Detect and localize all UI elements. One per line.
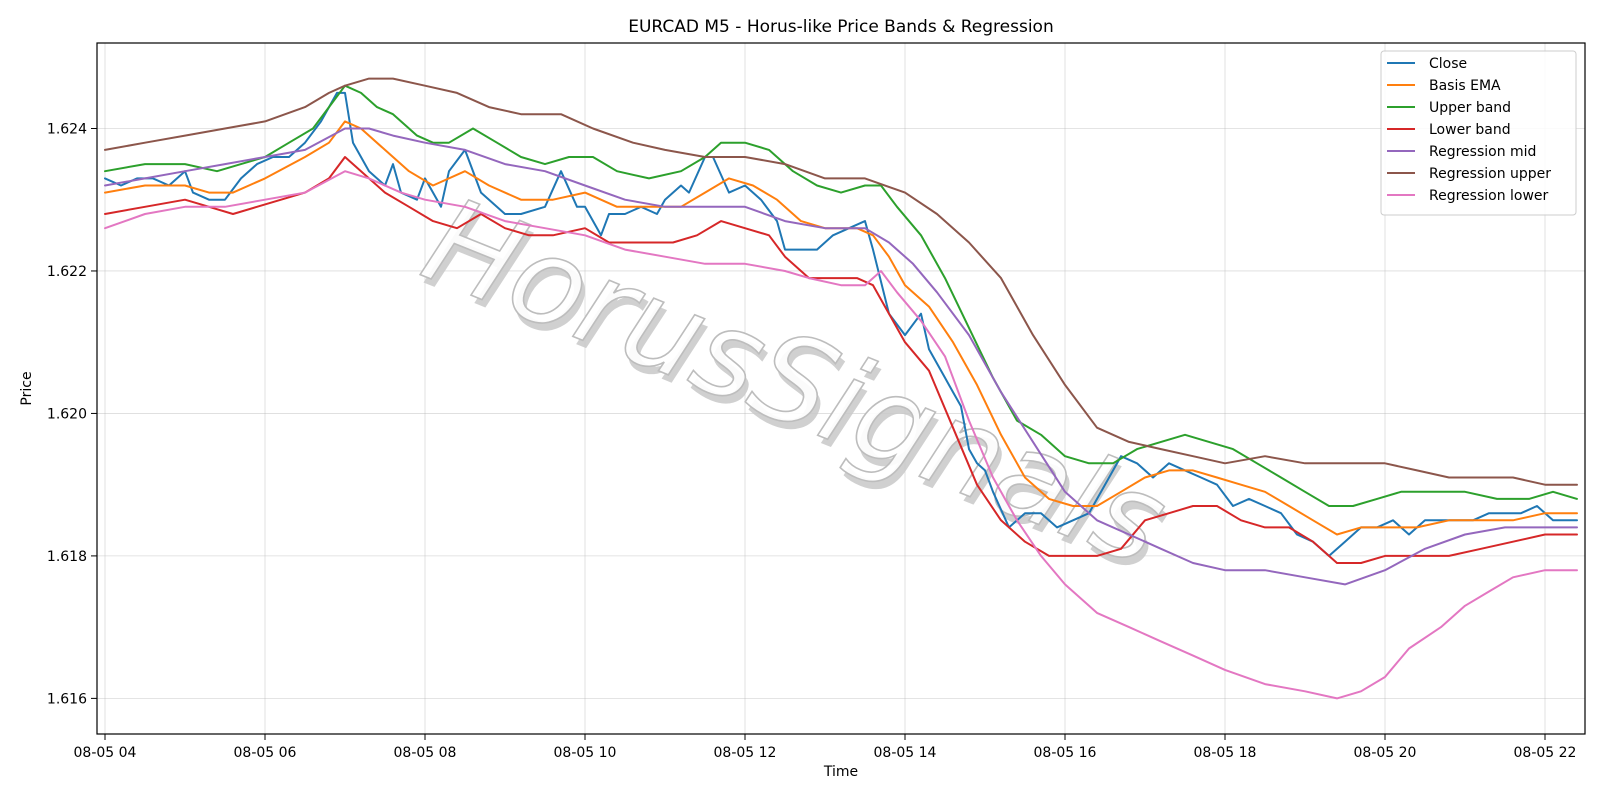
x-tick-label: 08-05 04 bbox=[74, 745, 137, 761]
legend-entry: Basis EMA bbox=[1429, 78, 1501, 94]
series-line-close bbox=[104, 91, 1578, 557]
series-line-regression-mid bbox=[104, 127, 1578, 586]
x-tick-label: 08-05 22 bbox=[1514, 745, 1577, 761]
legend-entry: Regression mid bbox=[1429, 144, 1536, 160]
x-tick-label: 08-05 06 bbox=[234, 745, 297, 761]
y-tick-label: 1.622 bbox=[47, 264, 87, 280]
legend-entry: Regression lower bbox=[1429, 188, 1549, 204]
x-tick-label: 08-05 08 bbox=[394, 745, 457, 761]
x-tick-label: 08-05 20 bbox=[1354, 745, 1417, 761]
x-tick-label: 08-05 10 bbox=[554, 745, 617, 761]
series-lines bbox=[104, 77, 1578, 700]
y-axis-ticks: 1.616 1.618 1.620 1.622 1.624 bbox=[47, 121, 97, 707]
series-line-regression-upper bbox=[104, 77, 1578, 486]
legend-entry: Lower band bbox=[1429, 122, 1511, 138]
x-tick-label: 08-05 14 bbox=[874, 745, 937, 761]
legend: Close Basis EMA Upper band Lower band Regres… bbox=[1380, 50, 1577, 216]
legend-entry: Close bbox=[1429, 56, 1467, 72]
y-tick-label: 1.616 bbox=[47, 691, 87, 707]
series-line-lower-band bbox=[104, 156, 1578, 564]
x-axis-ticks: 08-05 04 08-05 06 08-05 08 08-05 10 08-05 12… bbox=[74, 734, 1577, 761]
series-line-upper-band bbox=[104, 84, 1578, 507]
x-axis-label: Time bbox=[823, 764, 858, 780]
chart-title: EURCAD M5 - Horus-like Price Bands & Reg… bbox=[628, 17, 1053, 37]
series-line-basis-ema bbox=[104, 120, 1578, 536]
x-tick-label: 08-05 18 bbox=[1194, 745, 1257, 761]
legend-entry: Upper band bbox=[1429, 100, 1511, 116]
plot-frame bbox=[96, 42, 1586, 735]
x-tick-label: 08-05 12 bbox=[714, 745, 777, 761]
y-axis-label: Price bbox=[19, 371, 35, 405]
y-tick-label: 1.620 bbox=[47, 406, 87, 422]
x-tick-label: 08-05 16 bbox=[1034, 745, 1097, 761]
series-line-regression-lower bbox=[104, 170, 1578, 700]
legend-entry: Regression upper bbox=[1429, 166, 1551, 182]
y-tick-label: 1.618 bbox=[47, 549, 87, 565]
legend-box bbox=[1380, 50, 1577, 216]
y-tick-label: 1.624 bbox=[47, 121, 87, 137]
